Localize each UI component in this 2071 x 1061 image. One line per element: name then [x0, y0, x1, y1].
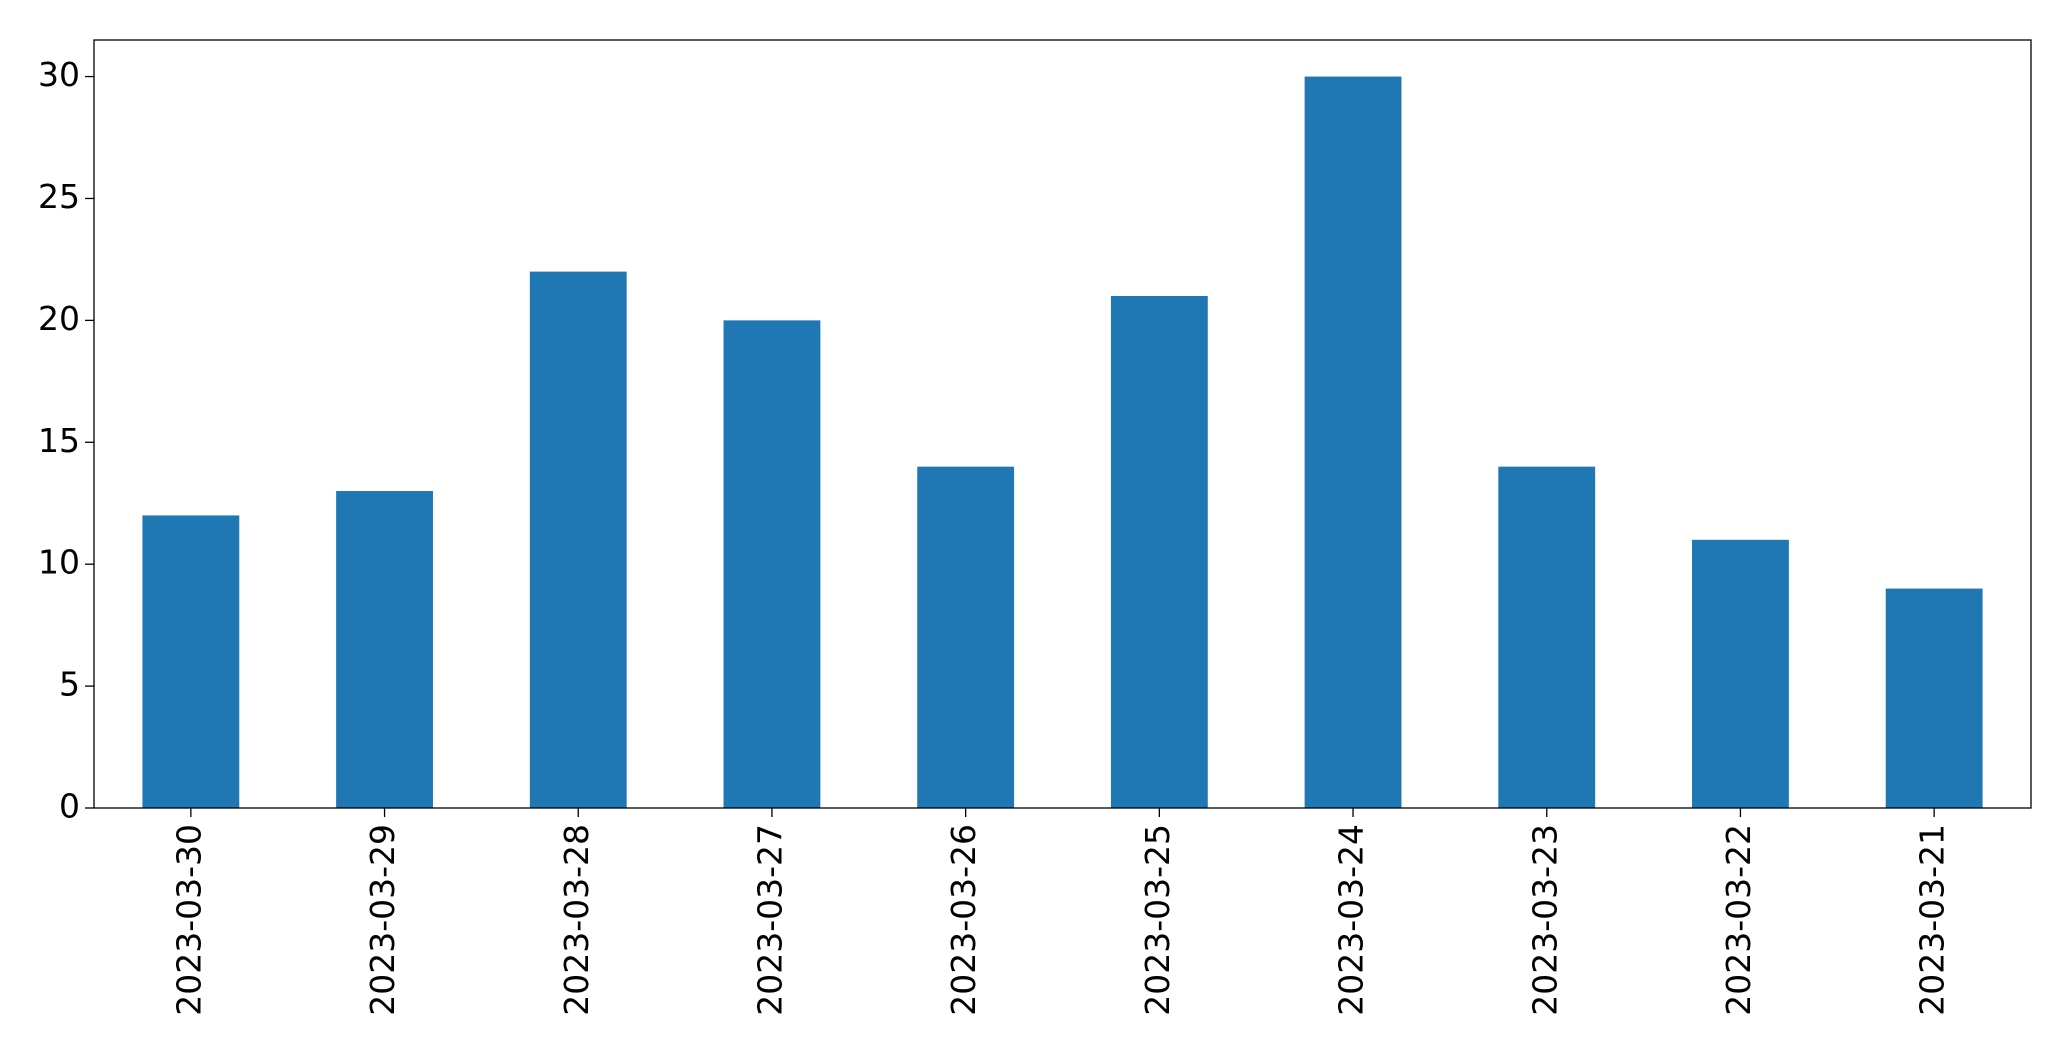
bar — [723, 320, 821, 808]
y-tick-label: 0 — [59, 787, 80, 826]
plot-frame — [93, 39, 2032, 809]
x-tick-label: 2023-03-30 — [169, 824, 208, 1016]
x-tick-label: 2023-03-22 — [1719, 824, 1758, 1016]
x-tick-label: 2023-03-23 — [1525, 824, 1564, 1016]
y-tick-label: 30 — [38, 55, 80, 94]
y-tick-label: 10 — [38, 543, 80, 582]
bar — [1885, 588, 1983, 808]
x-tick-label: 2023-03-29 — [363, 824, 402, 1016]
x-tick-label: 2023-03-24 — [1332, 824, 1371, 1016]
bar — [529, 271, 627, 809]
bar — [1110, 296, 1208, 808]
y-tick-label: 25 — [38, 177, 80, 216]
x-tick-label: 2023-03-25 — [1138, 824, 1177, 1016]
x-tick-label: 2023-03-27 — [750, 824, 789, 1016]
bar — [336, 491, 433, 808]
x-tick-label: 2023-03-28 — [557, 824, 596, 1016]
x-tick-label: 2023-03-26 — [944, 824, 983, 1016]
bar — [1498, 466, 1596, 808]
bar — [142, 515, 240, 808]
x-tick-label: 2023-03-21 — [1913, 824, 1952, 1016]
bar — [1692, 539, 1789, 808]
bar — [917, 466, 1015, 808]
y-tick-label: 15 — [38, 421, 80, 460]
bar — [1304, 76, 1402, 809]
y-tick-label: 20 — [38, 299, 80, 338]
y-tick-label: 5 — [59, 665, 80, 704]
